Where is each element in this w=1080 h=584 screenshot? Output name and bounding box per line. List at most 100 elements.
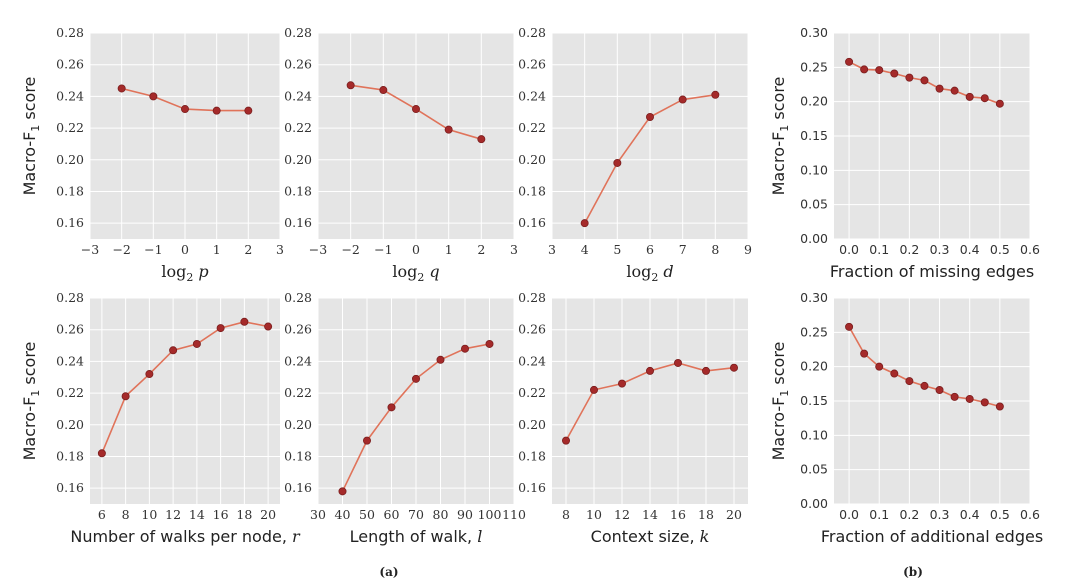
data-point xyxy=(905,377,914,386)
x-tick-label: 16 xyxy=(213,507,229,522)
y-tick-label: 0.00 xyxy=(800,496,828,511)
y-tick-label: 0.28 xyxy=(518,25,546,40)
y-tick-label: 0.16 xyxy=(56,215,84,230)
x-tick-label: 10 xyxy=(586,507,602,522)
data-point xyxy=(97,449,106,458)
y-tick-label: 0.22 xyxy=(284,120,312,135)
data-point xyxy=(387,403,396,412)
data-point xyxy=(935,386,944,395)
x-tick-label: 30 xyxy=(310,507,326,522)
y-tick-label: 0.15 xyxy=(800,128,828,143)
y-tick-label: 0.00 xyxy=(800,231,828,246)
x-tick-label: 0 xyxy=(412,242,420,257)
x-tick-label: 100 xyxy=(478,507,502,522)
x-tick-label: 6 xyxy=(98,507,106,522)
data-point xyxy=(216,324,225,333)
data-point xyxy=(950,392,959,401)
data-point xyxy=(890,69,899,78)
y-tick-label: 0.16 xyxy=(56,480,84,495)
x-tick-label: 0 xyxy=(181,242,189,257)
y-tick-label: 0.26 xyxy=(56,57,84,72)
subfigure-label-a: (a) xyxy=(379,565,398,579)
x-axis-title: log2 q xyxy=(392,262,439,284)
x-tick-label: 0.5 xyxy=(990,242,1010,257)
y-tick-label: 0.15 xyxy=(800,393,828,408)
x-tick-label: 90 xyxy=(457,507,473,522)
x-tick-label: 110 xyxy=(502,507,526,522)
x-tick-label: 0.1 xyxy=(869,242,889,257)
data-point xyxy=(346,81,355,90)
chart-panel-q: 0.16 0.18 0.20 0.22 0.24 0.26 0.28 −3 −2 −1 0 1 2 3 lo… xyxy=(284,25,518,284)
data-point xyxy=(264,322,273,331)
y-axis-title: Macro-F1 score xyxy=(20,342,42,461)
data-point xyxy=(613,158,622,167)
plot-area xyxy=(90,298,280,504)
y-tick-label: 0.24 xyxy=(284,88,312,103)
data-point xyxy=(980,398,989,407)
data-point xyxy=(436,355,445,364)
y-tick-label: 0.26 xyxy=(56,322,84,337)
y-tick-label: 0.10 xyxy=(800,427,828,442)
y-tick-label: 0.18 xyxy=(56,448,84,463)
x-tick-label: 0.0 xyxy=(839,507,859,522)
y-tick-label: 0.16 xyxy=(284,480,312,495)
x-axis-title: Fraction of missing edges xyxy=(830,262,1034,281)
x-tick-label: 0.4 xyxy=(960,507,980,522)
data-point xyxy=(950,86,959,95)
x-tick-label: −1 xyxy=(144,242,162,257)
chart-panel-p: 0.16 0.18 0.20 0.22 0.24 0.26 0.28 −3 −2 −1 0 1 2 3 lo… xyxy=(20,25,284,284)
x-tick-label: 20 xyxy=(726,507,742,522)
x-tick-label: 1 xyxy=(213,242,221,257)
y-tick-label: 0.26 xyxy=(518,57,546,72)
data-point xyxy=(965,92,974,101)
x-tick-label: 0.2 xyxy=(899,507,919,522)
x-tick-label: 10 xyxy=(141,507,157,522)
x-tick-label: 12 xyxy=(614,507,630,522)
x-axis-title: log2 d xyxy=(626,262,673,284)
y-tick-label: 0.20 xyxy=(284,417,312,432)
y-tick-label: 0.22 xyxy=(284,385,312,400)
data-point xyxy=(444,125,453,134)
y-tick-label: 0.22 xyxy=(56,385,84,400)
y-tick-label: 0.18 xyxy=(56,183,84,198)
y-axis-title: Macro-F1 score xyxy=(20,77,42,196)
x-tick-label: 50 xyxy=(359,507,375,522)
x-tick-label: 0.1 xyxy=(869,507,889,522)
series-line xyxy=(101,320,269,454)
data-point xyxy=(730,363,739,372)
y-tick-label: 0.20 xyxy=(518,152,546,167)
x-tick-label: 0.5 xyxy=(990,507,1010,522)
data-point xyxy=(362,436,371,445)
data-point xyxy=(192,339,201,348)
data-point xyxy=(875,362,884,371)
y-tick-label: 0.30 xyxy=(800,290,828,305)
data-point xyxy=(678,95,687,104)
y-tick-label: 0.16 xyxy=(284,215,312,230)
data-point xyxy=(860,65,869,74)
data-point xyxy=(460,344,469,353)
y-tick-label: 0.24 xyxy=(284,353,312,368)
data-point xyxy=(875,66,884,75)
y-tick-label: 0.22 xyxy=(518,385,546,400)
y-tick-label: 0.20 xyxy=(56,417,84,432)
data-point xyxy=(920,76,929,85)
data-point xyxy=(980,94,989,103)
data-point xyxy=(995,99,1004,108)
y-tick-label: 0.22 xyxy=(56,120,84,135)
y-tick-label: 0.25 xyxy=(800,324,828,339)
y-tick-label: 0.24 xyxy=(518,353,546,368)
data-point xyxy=(860,349,869,358)
data-point xyxy=(995,402,1004,411)
x-tick-label: 16 xyxy=(670,507,686,522)
chart-panel-d: 0.16 0.18 0.20 0.22 0.24 0.26 0.28 3 4 5 6 7 8 9 log2 … xyxy=(518,25,752,284)
data-point xyxy=(935,84,944,93)
data-point xyxy=(379,86,388,95)
y-tick-label: 0.18 xyxy=(518,448,546,463)
data-point xyxy=(590,385,599,394)
x-axis-title: Number of walks per node, r xyxy=(70,527,301,546)
x-tick-label: −3 xyxy=(309,242,327,257)
data-point xyxy=(338,487,347,496)
x-tick-label: 9 xyxy=(744,242,752,257)
data-point xyxy=(711,90,720,99)
